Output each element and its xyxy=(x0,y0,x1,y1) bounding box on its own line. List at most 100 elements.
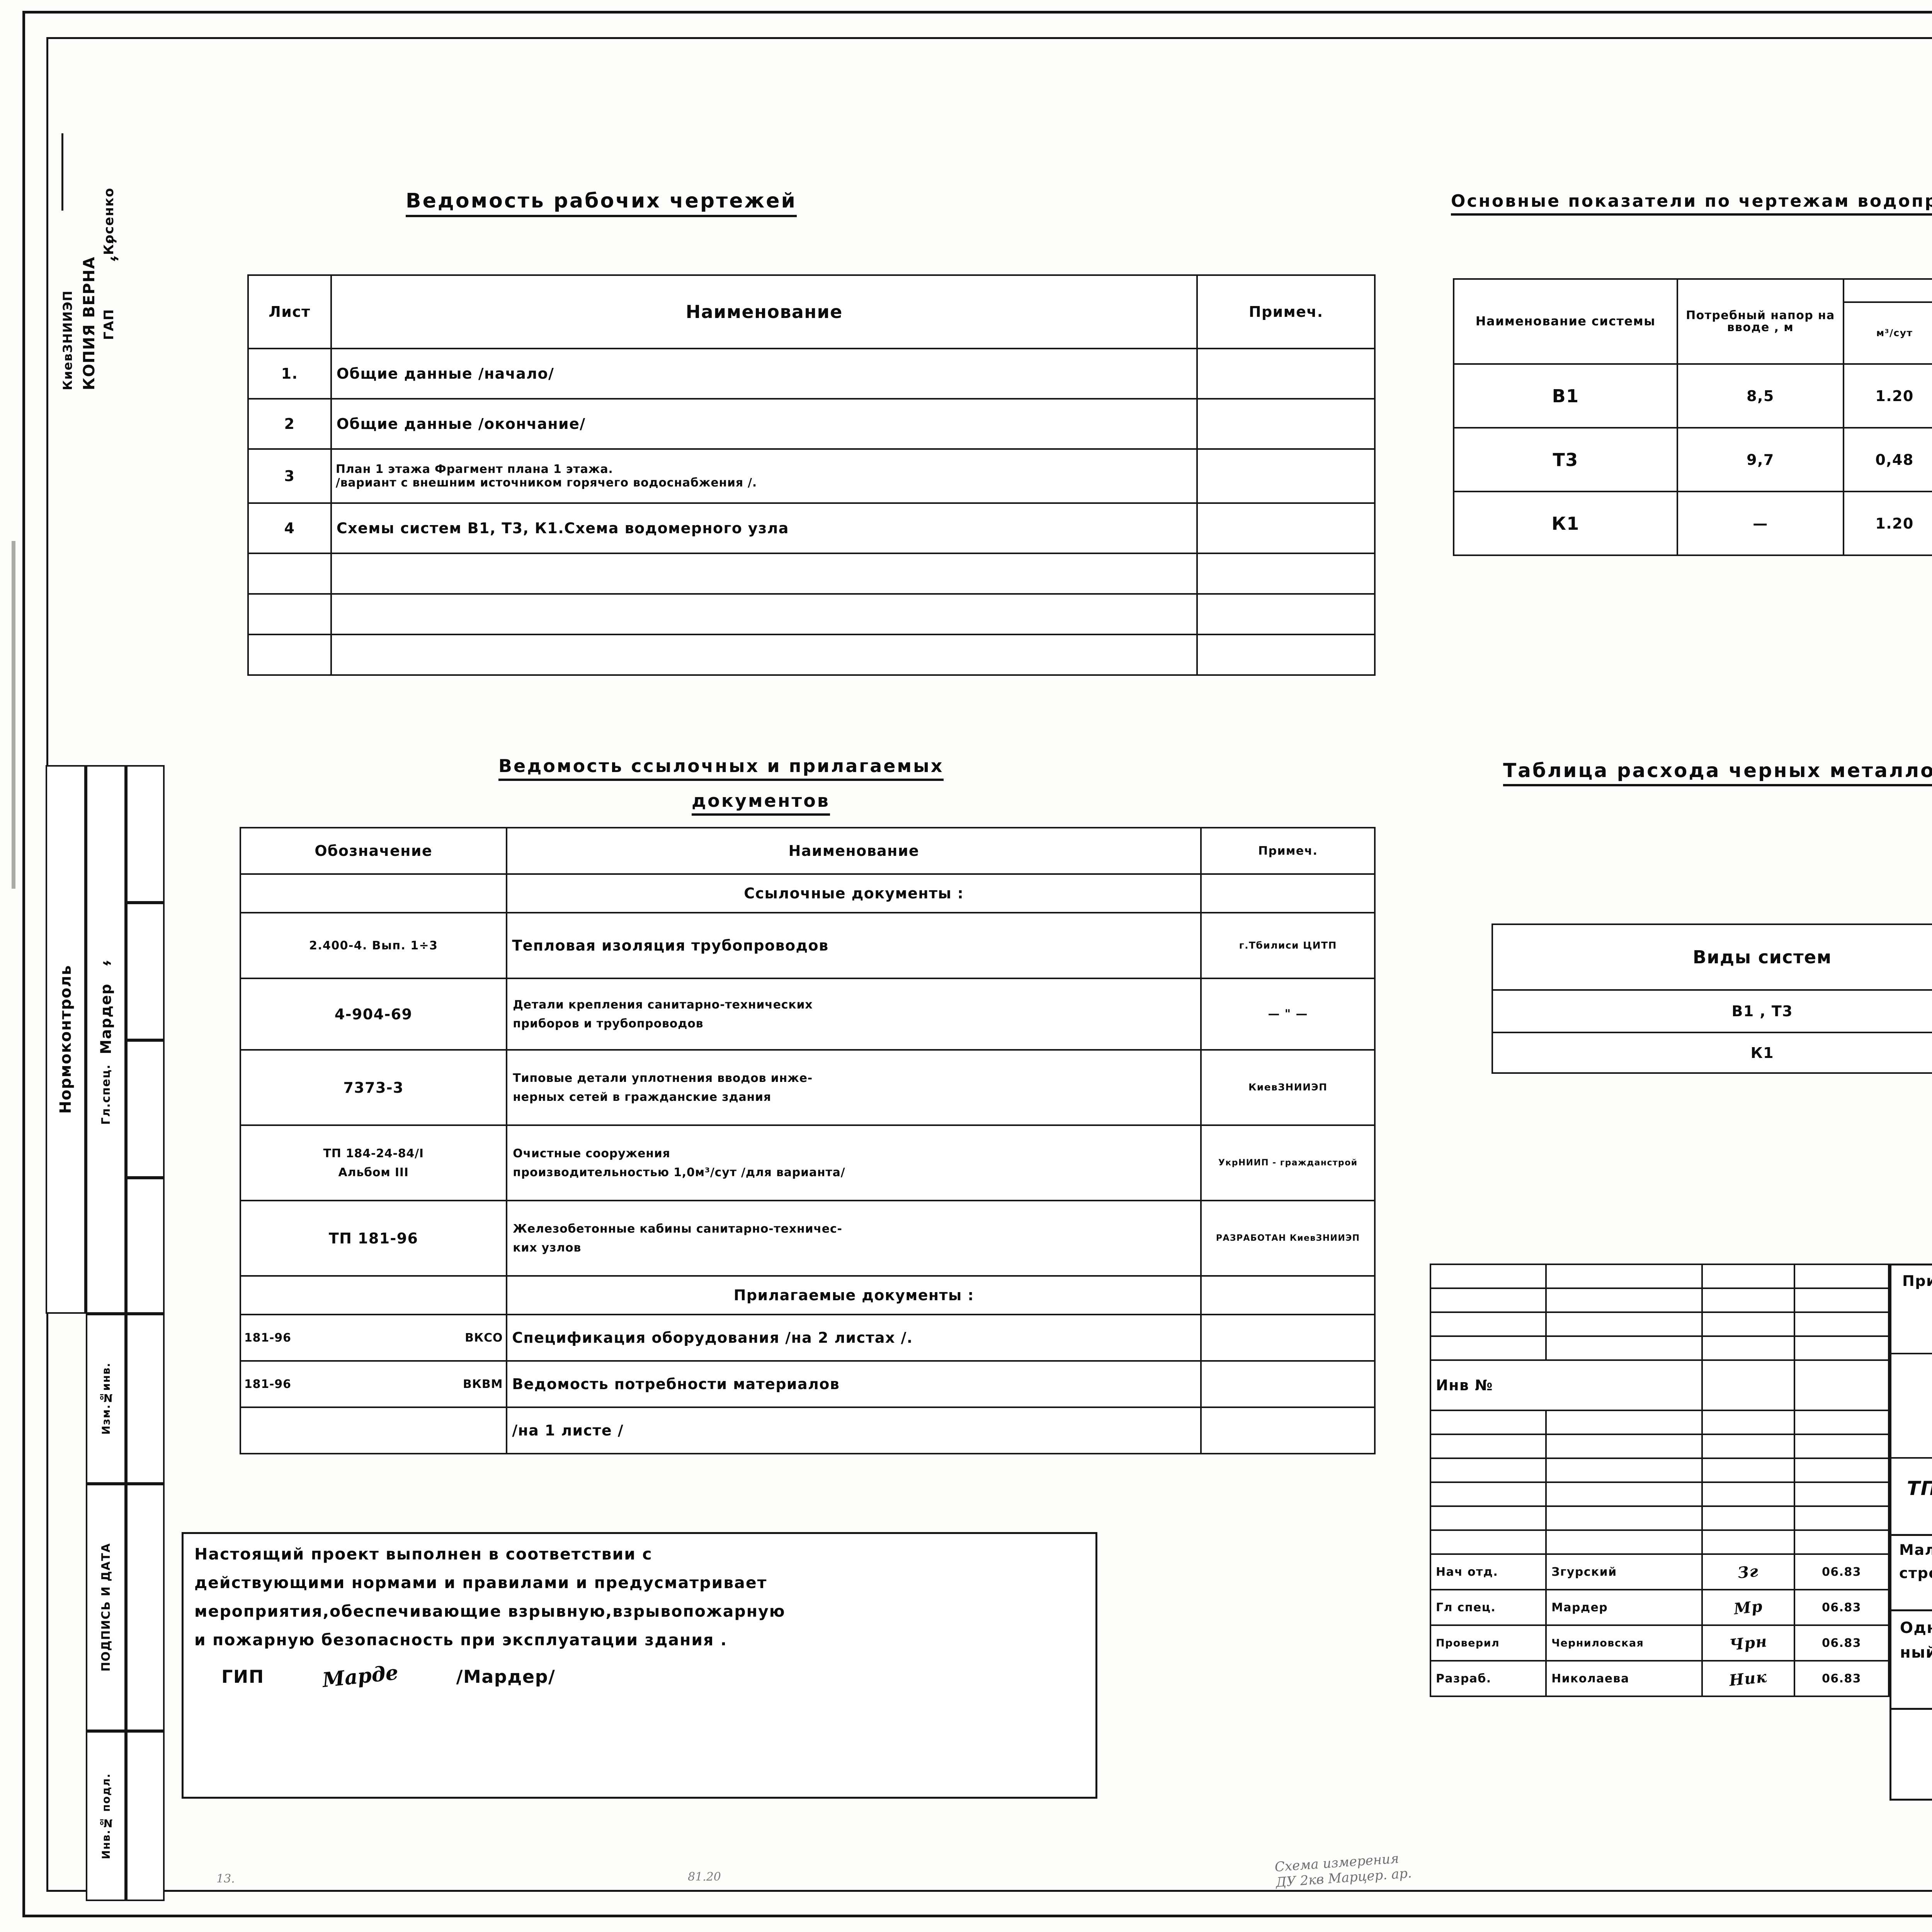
refs-section-header-row: Прилагаемые документы : xyxy=(239,1275,1376,1315)
sidebar-normokontrol: Нормоконтроль xyxy=(46,765,86,1314)
sidebar-normokontrol-label: Нормоконтроль xyxy=(57,965,75,1114)
sidebar-cell-a xyxy=(126,765,165,903)
indicators-table: Наименование системы Потребный напор на … xyxy=(1452,278,1932,556)
stamp-rule-top xyxy=(61,133,63,211)
cell-code-right: ВКСО xyxy=(465,1331,503,1345)
col-header-name: Наименование xyxy=(330,274,1198,349)
refs-title-line2-text: документов xyxy=(692,790,830,816)
cell-sheet: 4 xyxy=(247,502,332,554)
revision-cell xyxy=(1701,1481,1795,1507)
revision-row xyxy=(1429,1264,1890,1289)
sidebar-gl-spec-name: Мардер xyxy=(97,983,114,1054)
cell-name xyxy=(330,593,1198,635)
cell-pressure: 9,7 xyxy=(1677,427,1844,492)
cell-sheet xyxy=(247,593,332,635)
cell-name-line2: ких узлов xyxy=(513,1241,582,1255)
statement-name: /Мардер/ xyxy=(456,1666,556,1687)
metals-title: Таблица расхода черных металлов xyxy=(1503,759,1932,786)
table-row: ТП 181-96 Железобетонные кабины санитарн… xyxy=(239,1200,1376,1277)
cell-name-multiline: Детали крепления санитарно-технических п… xyxy=(506,978,1202,1051)
table-row-empty xyxy=(247,553,1376,595)
table-row: 181-96 ВКСО Спецификация оборудования /н… xyxy=(239,1314,1376,1362)
cell-name-multiline: Очистные сооружения производительностью … xyxy=(506,1124,1202,1201)
cell-m3sut: 1.20 xyxy=(1842,491,1932,556)
role-date: 06.83 xyxy=(1793,1660,1890,1697)
cell-note: — " — xyxy=(1200,978,1376,1051)
revision-cell xyxy=(1701,1264,1795,1289)
sheet-outer-border xyxy=(22,11,1932,1917)
refs-section-header-row: Ссылочные документы : xyxy=(239,873,1376,913)
sidebar-izm-inv: Изм.№инв. xyxy=(86,1314,126,1484)
stamp-line-copy: КОПИЯ ВЕРНА xyxy=(80,256,98,390)
title-block: Инв № Нач отд. З xyxy=(1429,1264,1932,1801)
revision-cell xyxy=(1793,1458,1890,1483)
revision-cell xyxy=(1545,1481,1703,1507)
revision-row xyxy=(1429,1287,1890,1313)
object-line-1: Одноэтажный однокварти́р- xyxy=(1900,1619,1932,1637)
revision-cell xyxy=(1793,1481,1890,1507)
cell-name-multiline: Типовые детали уплотнения вводов инже- н… xyxy=(506,1049,1202,1126)
doc-title-cell: Общие данные /начало/ xyxy=(1891,1710,1932,1799)
paper-edge-artifact-left xyxy=(12,541,15,889)
revision-cell xyxy=(1793,1335,1890,1361)
col-header-code: Обозначение xyxy=(239,827,508,875)
project-code: ТП 181-96-63 85 xyxy=(1907,1477,1932,1500)
revision-cell xyxy=(1429,1410,1547,1435)
cell-name-line2: нерных сетей в гражданские здания xyxy=(513,1090,771,1104)
revision-row xyxy=(1429,1505,1890,1531)
role-signature-mark: Ник xyxy=(1728,1667,1768,1690)
project-code-row: ТП 181-96-63 85 ВК xyxy=(1891,1459,1932,1536)
doc-title-org-row: Общие данные /начало/ ГОСГРАЖДАНСТРОЯ Ки… xyxy=(1891,1710,1932,1799)
stamp-empty-band xyxy=(1891,1354,1932,1459)
titleblock-main: Привязан ТП 181-96-63 85 ВК Малоэтажные … xyxy=(1889,1264,1932,1801)
privyazan-row: Привязан xyxy=(1891,1265,1932,1354)
cell-sheet: 2 xyxy=(247,398,332,450)
cell-name-line1: Очистные сооружения xyxy=(513,1146,670,1160)
cell-name-multiline: Железобетонные кабины санитарно-техничес… xyxy=(506,1200,1202,1277)
role-label: Разраб. xyxy=(1429,1660,1547,1697)
revision-row xyxy=(1429,1434,1890,1459)
section-spacer xyxy=(239,873,508,913)
revision-cell xyxy=(1701,1311,1795,1337)
cell-code-left: 181-96 xyxy=(244,1331,291,1345)
cell-code xyxy=(239,1406,508,1454)
cell-system: Т3 xyxy=(1452,427,1679,492)
role-row: Разраб. Николаева Ник 06.83 xyxy=(1429,1660,1890,1697)
statement-role-label: ГИП xyxy=(221,1666,264,1687)
table-row: В1 , Т3 0,073 0,030 0,910 0,380 xyxy=(1492,989,1932,1033)
cell-note xyxy=(1196,593,1376,635)
cell-name: Общие данные /начало/ xyxy=(330,348,1198,400)
cell-m3sut: 1.20 xyxy=(1842,363,1932,429)
role-date: 06.83 xyxy=(1793,1624,1890,1662)
cell-pressure: — xyxy=(1677,491,1844,556)
col-header-pressure: Потребный напор на вводе , м xyxy=(1677,278,1844,365)
compliance-statement: Настоящий проект выполнен в соответствии… xyxy=(182,1532,1097,1799)
cell-name-line1: План 1 этажа Фрагмент плана 1 этажа. xyxy=(335,463,613,476)
cell-system: К1 xyxy=(1492,1032,1932,1074)
role-row: Проверил Черниловская Чрн 06.83 xyxy=(1429,1624,1890,1662)
left-sidebar: Нормоконтроль ⌁ Мардер Гл.спец. Изм.№инв… xyxy=(46,765,165,1901)
revision-cell xyxy=(1701,1458,1795,1483)
series-line-1: Малоэтажные жилые дома для государственн… xyxy=(1899,1541,1932,1558)
cell-note xyxy=(1200,1406,1376,1454)
revision-cell xyxy=(1701,1434,1795,1459)
col-header-m3sut: м³/сут xyxy=(1842,301,1932,365)
revision-cell xyxy=(1545,1529,1703,1555)
cell-note xyxy=(1196,553,1376,595)
revision-cell xyxy=(1701,1505,1795,1531)
approval-stamp: КиевЗНИИЭП КОПИЯ ВЕРНА ГАП Косенко ⌁⌁ xyxy=(58,97,131,495)
role-label: Гл спец. xyxy=(1429,1589,1547,1626)
object-stage-row: Одноэтажный однокварти́р- ный 3-комнатны… xyxy=(1891,1611,1932,1710)
refs-title-line1-text: Ведомость ссылочных и прилагаемых xyxy=(498,755,944,781)
col-header-flow-group: Расчетный расход xyxy=(1842,278,1932,303)
revision-cell xyxy=(1429,1264,1547,1289)
revision-cell xyxy=(1429,1458,1547,1483)
sidebar-cell-g xyxy=(126,1731,165,1901)
cell-note: г.Тбилиси ЦИТП xyxy=(1200,912,1376,979)
table-row: 181-96 ВКВМ Ведомость потребности матери… xyxy=(239,1360,1376,1408)
table-row: ТП 184-24-84/I Альбом III Очистные соору… xyxy=(239,1124,1376,1201)
revision-cell xyxy=(1793,1264,1890,1289)
role-date: 06.83 xyxy=(1793,1589,1890,1626)
metals-title-text: Таблица расхода черных металлов xyxy=(1503,759,1932,786)
cell-note: УкрНИИП - гражданстрой xyxy=(1200,1124,1376,1201)
